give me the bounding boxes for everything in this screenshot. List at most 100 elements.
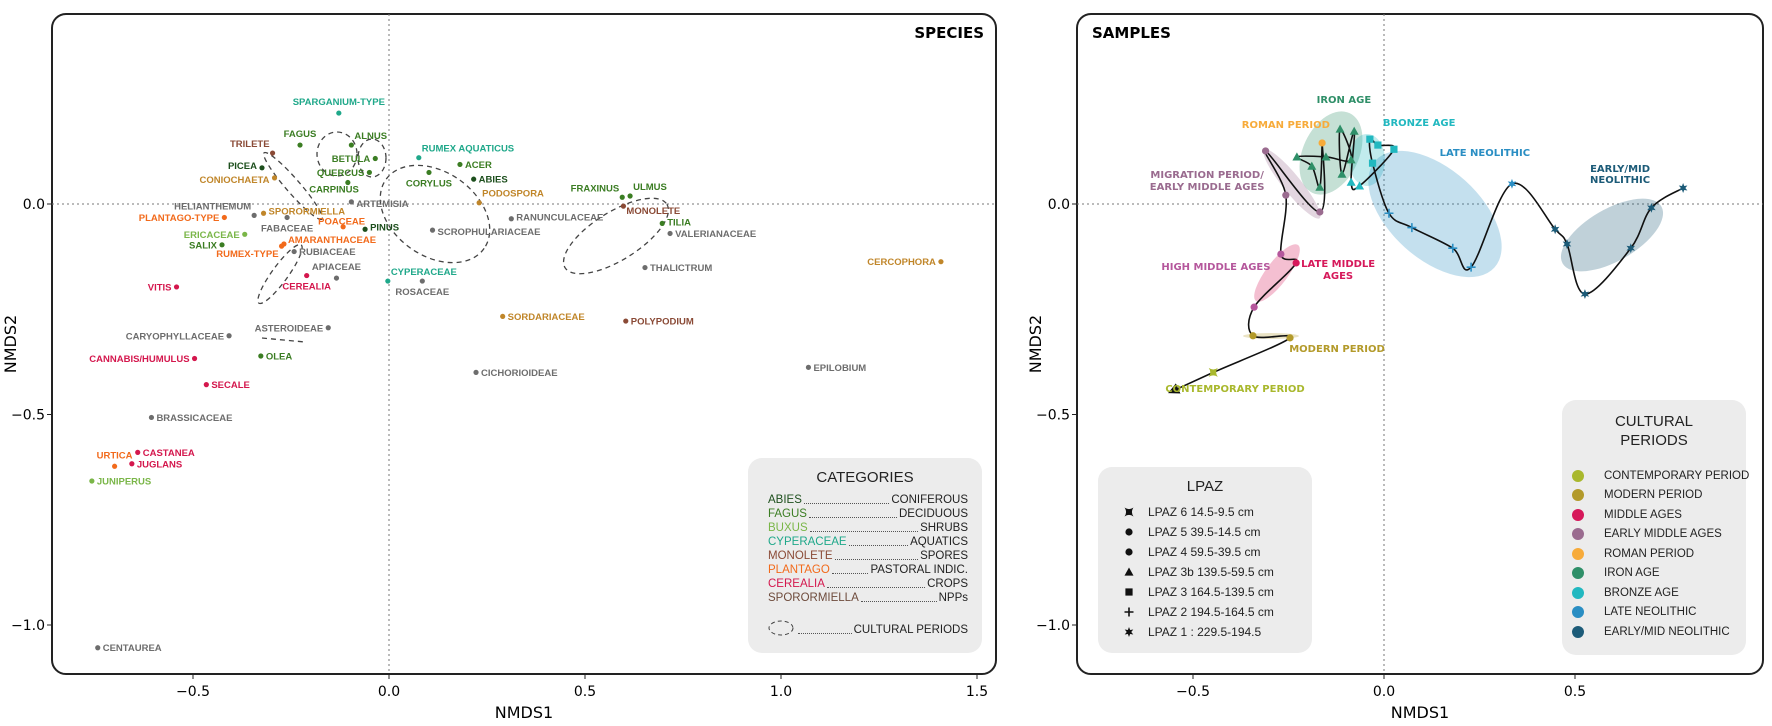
species-label: SORDARIACEAE: [508, 312, 585, 323]
period-color-dot: [1572, 586, 1584, 599]
sample-point-earlyneo: [1580, 289, 1590, 300]
y-tick-label: 0.0: [23, 197, 45, 213]
legend-example-taxon: CYPERACEAE: [768, 536, 847, 548]
y-tick-label: −0.5: [1036, 408, 1070, 424]
species-label: FABACEAE: [261, 223, 313, 234]
species-point: [259, 165, 265, 171]
species-label: RUMEX-TYPE: [216, 249, 278, 260]
period-label: IRON AGE: [1604, 567, 1660, 580]
species-point: [659, 220, 665, 226]
legend-row-coniferous: ABIES CONIFEROUS: [768, 493, 968, 507]
lpaz-marker-shape: [1124, 507, 1134, 517]
period-legend-row: ROMAN PERIOD: [1572, 544, 1746, 564]
period-annotation: LATE NEOLITHIC: [1440, 148, 1531, 159]
period-ellipse-middle: [1254, 244, 1300, 302]
period-ellipse-lateneo: [1368, 150, 1502, 278]
sample-point-earlyneo: [1647, 202, 1656, 213]
species-point: [148, 414, 155, 421]
legend-leader: [798, 633, 852, 634]
lpaz-row: LPAZ 4 59.5-39.5 cm: [1122, 542, 1312, 562]
species-label: BETULA: [332, 154, 371, 165]
species-title: SPECIES: [914, 24, 984, 42]
species-label: RANUNCULACEAE: [516, 213, 603, 224]
species-point: [89, 478, 95, 484]
legend-example-taxon: MONOLETE: [768, 550, 833, 562]
lpaz-legend-title: LPAZ: [1186, 478, 1224, 495]
species-point: [203, 382, 209, 388]
legend-leader: [803, 503, 890, 504]
period-annotation: CONTEMPORARY PERIOD: [1165, 384, 1304, 395]
species-point: [362, 226, 368, 232]
species-point: [242, 231, 248, 237]
sample-point-earlyneo: [1626, 243, 1636, 254]
sample-point-bronze: [1390, 145, 1398, 153]
x-tick-label: −0.5: [176, 684, 210, 700]
legend-category: NPPs: [938, 592, 968, 604]
legend-category: CROPS: [927, 578, 968, 590]
period-legend-row: MIDDLE AGES: [1572, 505, 1746, 525]
species-point: [325, 325, 331, 331]
species-label: PINUS: [370, 222, 399, 233]
legend-example-taxon: BUXUS: [768, 522, 808, 534]
species-label: SPORORMIELLA: [269, 206, 346, 217]
species-point: [419, 278, 425, 284]
x-tick-label: 0.5: [1564, 684, 1586, 700]
period-legend-row: MODERN PERIOD: [1572, 486, 1746, 506]
cultural-periods-title-line1: CULTURAL: [1614, 413, 1694, 430]
species-point: [385, 278, 391, 284]
species-point: [345, 179, 351, 186]
species-point: [348, 142, 354, 148]
species-label: HELIANTHEMUM: [174, 201, 251, 212]
lpaz-row: LPAZ 2 194.5-164.5 cm: [1122, 602, 1312, 622]
species-label: ASTEROIDEAE: [255, 323, 324, 334]
period-outline: [261, 337, 306, 343]
period-annotation: AGES: [1323, 271, 1353, 282]
period-legend-row: IRON AGE: [1572, 564, 1746, 584]
species-point: [336, 110, 342, 116]
period-legend-row: LATE NEOLITHIC: [1572, 603, 1746, 623]
lpaz-marker-icon: [1125, 548, 1133, 556]
legend-row-npp_legend: SPORORMIELLA NPPs: [768, 591, 968, 605]
sample-point-bronze: [1374, 141, 1382, 149]
sample-point-earlyneo: [1678, 183, 1688, 193]
period-annotation: EARLY/MID: [1590, 164, 1650, 175]
sample-point-bronze: [1346, 177, 1356, 186]
lpaz-marker-shape: [1124, 607, 1134, 617]
species-point: [278, 243, 285, 249]
period-color-dot: [1572, 567, 1584, 580]
lpaz-label: LPAZ 3 164.5-139.5 cm: [1148, 585, 1274, 599]
lpaz-marker-icon: [1124, 607, 1134, 617]
species-cultural-period-outlines: [257, 131, 670, 343]
lpaz-marker-shape: [1124, 627, 1134, 637]
period-ellipse-earlyneo: [1560, 198, 1664, 272]
lpaz-row: LPAZ 6 14.5-9.5 cm: [1122, 502, 1312, 522]
species-label: TRILETE: [230, 139, 270, 150]
legend-example-taxon: ABIES: [768, 494, 802, 506]
lpaz-marker-icon: [1124, 627, 1134, 637]
period-annotation: NEOLITHIC: [1590, 175, 1650, 186]
lpaz-legend: LPAZ LPAZ 6 14.5-9.5 cm LPAZ 5 39.5-14.5 …: [1098, 467, 1312, 653]
species-label: QUERCUS: [317, 168, 365, 179]
sample-point-roman: [1318, 139, 1326, 147]
species-point: [619, 194, 625, 200]
legend-category: CONIFEROUS: [891, 494, 968, 506]
legend-example-taxon: FAGUS: [768, 508, 807, 520]
species-label: CORYLUS: [406, 178, 452, 189]
species-point: [508, 216, 514, 222]
species-point: [348, 199, 354, 205]
species-label: RUBIACEAE: [299, 247, 355, 258]
species-label: ERICACEAE: [184, 230, 240, 241]
legend-category: SPORES: [920, 550, 968, 562]
period-label: MODERN PERIOD: [1604, 489, 1703, 502]
species-label: ABIES: [479, 175, 508, 186]
species-point: [191, 355, 198, 362]
species-label: CEREALIA: [282, 282, 331, 293]
species-label: ULMUS: [633, 182, 667, 193]
sample-point-lateneo: [1507, 178, 1517, 189]
species-point: [95, 645, 101, 651]
lpaz-row: LPAZ 3 164.5-139.5 cm: [1122, 582, 1312, 602]
species-label: SPARGANIUM-TYPE: [293, 97, 385, 108]
species-point: [135, 449, 141, 455]
sample-point-iron: [1346, 155, 1356, 164]
species-label: EPILOBIUM: [813, 363, 866, 374]
